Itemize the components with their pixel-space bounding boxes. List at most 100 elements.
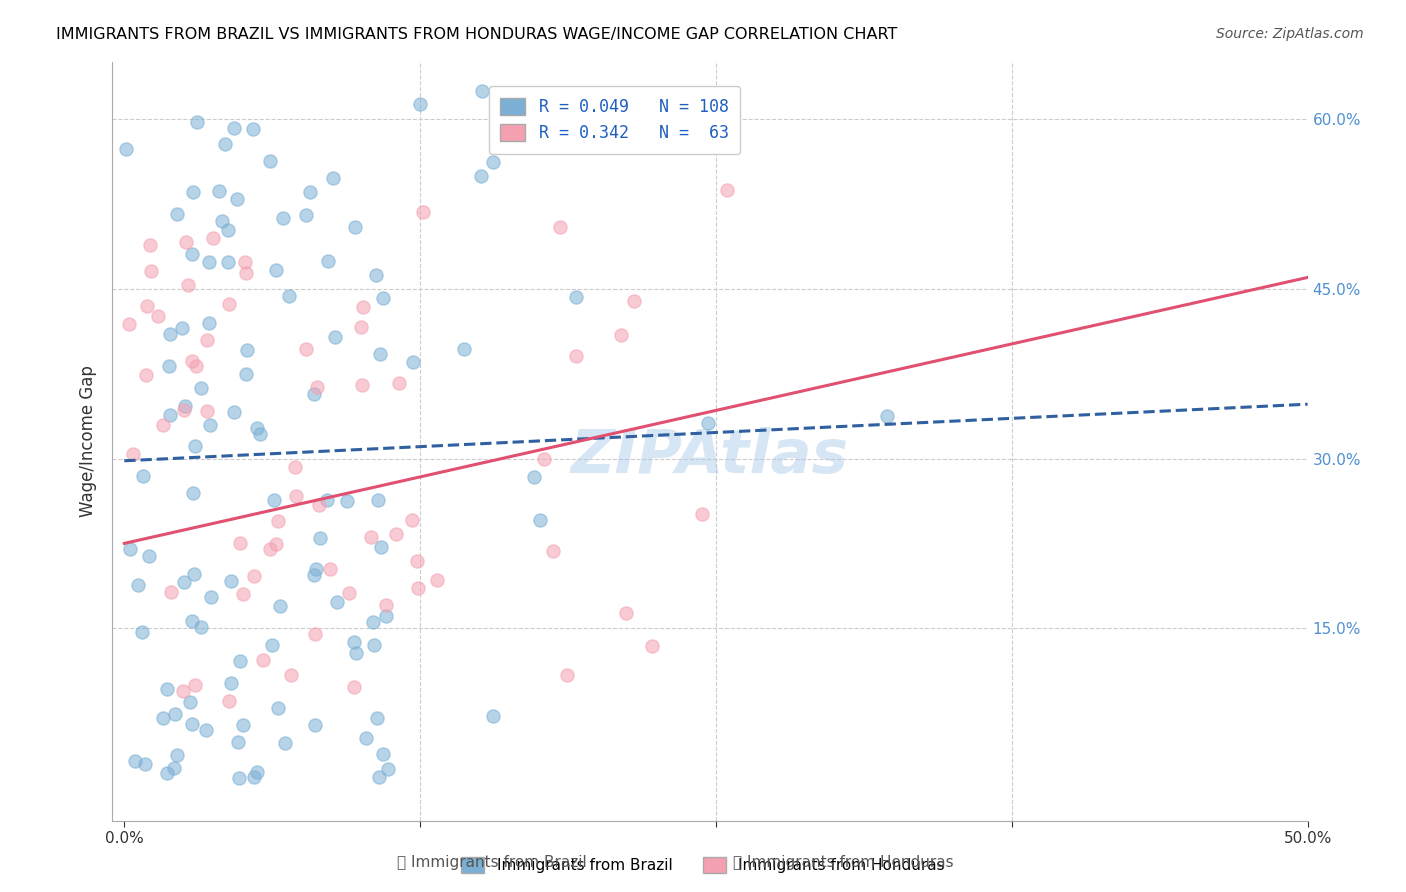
Point <box>304 717 326 731</box>
Point <box>363 638 385 652</box>
Point <box>163 707 186 722</box>
Point <box>174 235 197 249</box>
Point <box>200 590 222 604</box>
Point <box>177 278 200 293</box>
Point <box>266 262 288 277</box>
Point <box>471 84 494 98</box>
Point <box>131 468 153 483</box>
Point <box>350 319 373 334</box>
Point <box>295 342 318 356</box>
Point <box>299 186 322 200</box>
Point <box>156 766 179 780</box>
Point <box>139 264 162 278</box>
Point <box>368 770 391 784</box>
Point <box>136 299 159 313</box>
Point <box>305 562 328 576</box>
Point <box>388 376 411 390</box>
Point <box>696 416 718 430</box>
Point <box>285 489 308 503</box>
Point <box>453 342 475 356</box>
Point <box>304 567 326 582</box>
Point <box>523 470 546 484</box>
Legend: R = 0.049   N = 108, R = 0.342   N =  63: R = 0.049 N = 108, R = 0.342 N = 63 <box>489 86 740 154</box>
Point <box>336 494 359 508</box>
Point <box>166 747 188 762</box>
Point <box>326 595 349 609</box>
Point <box>541 543 564 558</box>
Point <box>183 567 205 582</box>
Point <box>222 121 245 136</box>
Point <box>367 493 389 508</box>
Point <box>217 255 239 269</box>
Point <box>401 512 423 526</box>
Point <box>232 717 254 731</box>
Point <box>308 531 330 545</box>
Point <box>269 599 291 613</box>
Point <box>370 540 392 554</box>
Point <box>295 208 318 222</box>
Point <box>371 747 394 761</box>
Point <box>529 513 551 527</box>
Point <box>716 183 738 197</box>
Point <box>186 359 208 373</box>
Point <box>249 427 271 442</box>
Point <box>180 717 202 731</box>
Point <box>181 185 204 199</box>
Point <box>262 638 284 652</box>
Point <box>214 136 236 151</box>
Point <box>183 486 205 500</box>
Point <box>118 542 141 557</box>
Point <box>152 418 174 433</box>
Y-axis label: Wage/Income Gap: Wage/Income Gap <box>79 366 97 517</box>
Point <box>235 367 257 381</box>
Point <box>122 447 145 461</box>
Point <box>172 321 194 335</box>
Point <box>173 400 195 414</box>
Point <box>181 246 204 260</box>
Point <box>201 231 224 245</box>
Point <box>228 535 250 549</box>
Point <box>614 606 637 620</box>
Point <box>259 154 281 169</box>
Point <box>224 405 246 419</box>
Point <box>226 735 249 749</box>
Point <box>412 204 434 219</box>
Text: Source: ZipAtlas.com: Source: ZipAtlas.com <box>1216 27 1364 41</box>
Point <box>363 615 385 629</box>
Point <box>173 574 195 589</box>
Point <box>337 586 360 600</box>
Point <box>156 681 179 696</box>
Point <box>243 569 266 583</box>
Point <box>194 723 217 737</box>
Point <box>242 122 264 136</box>
Point <box>280 667 302 681</box>
Point <box>364 268 387 283</box>
Point <box>402 355 425 369</box>
Point <box>198 255 221 269</box>
Text: ⬜ Immigrants from Brazil: ⬜ Immigrants from Brazil <box>398 855 586 870</box>
Point <box>267 701 290 715</box>
Point <box>219 574 242 588</box>
Text: IMMIGRANTS FROM BRAZIL VS IMMIGRANTS FROM HONDURAS WAGE/INCOME GAP CORRELATION C: IMMIGRANTS FROM BRAZIL VS IMMIGRANTS FRO… <box>56 27 897 42</box>
Point <box>354 731 377 745</box>
Point <box>343 220 366 235</box>
Point <box>134 757 156 772</box>
Point <box>375 608 398 623</box>
Point <box>360 530 382 544</box>
Point <box>375 599 398 613</box>
Point <box>180 615 202 629</box>
Point <box>623 293 645 308</box>
Point <box>319 562 342 576</box>
Point <box>366 711 388 725</box>
Point <box>152 711 174 725</box>
Point <box>131 625 153 640</box>
Point <box>690 507 713 521</box>
Point <box>259 542 281 557</box>
Point <box>641 639 664 653</box>
Point <box>184 677 207 691</box>
Point <box>304 626 326 640</box>
Point <box>135 368 157 382</box>
Point <box>316 254 339 268</box>
Point <box>323 330 346 344</box>
Point <box>246 421 269 435</box>
